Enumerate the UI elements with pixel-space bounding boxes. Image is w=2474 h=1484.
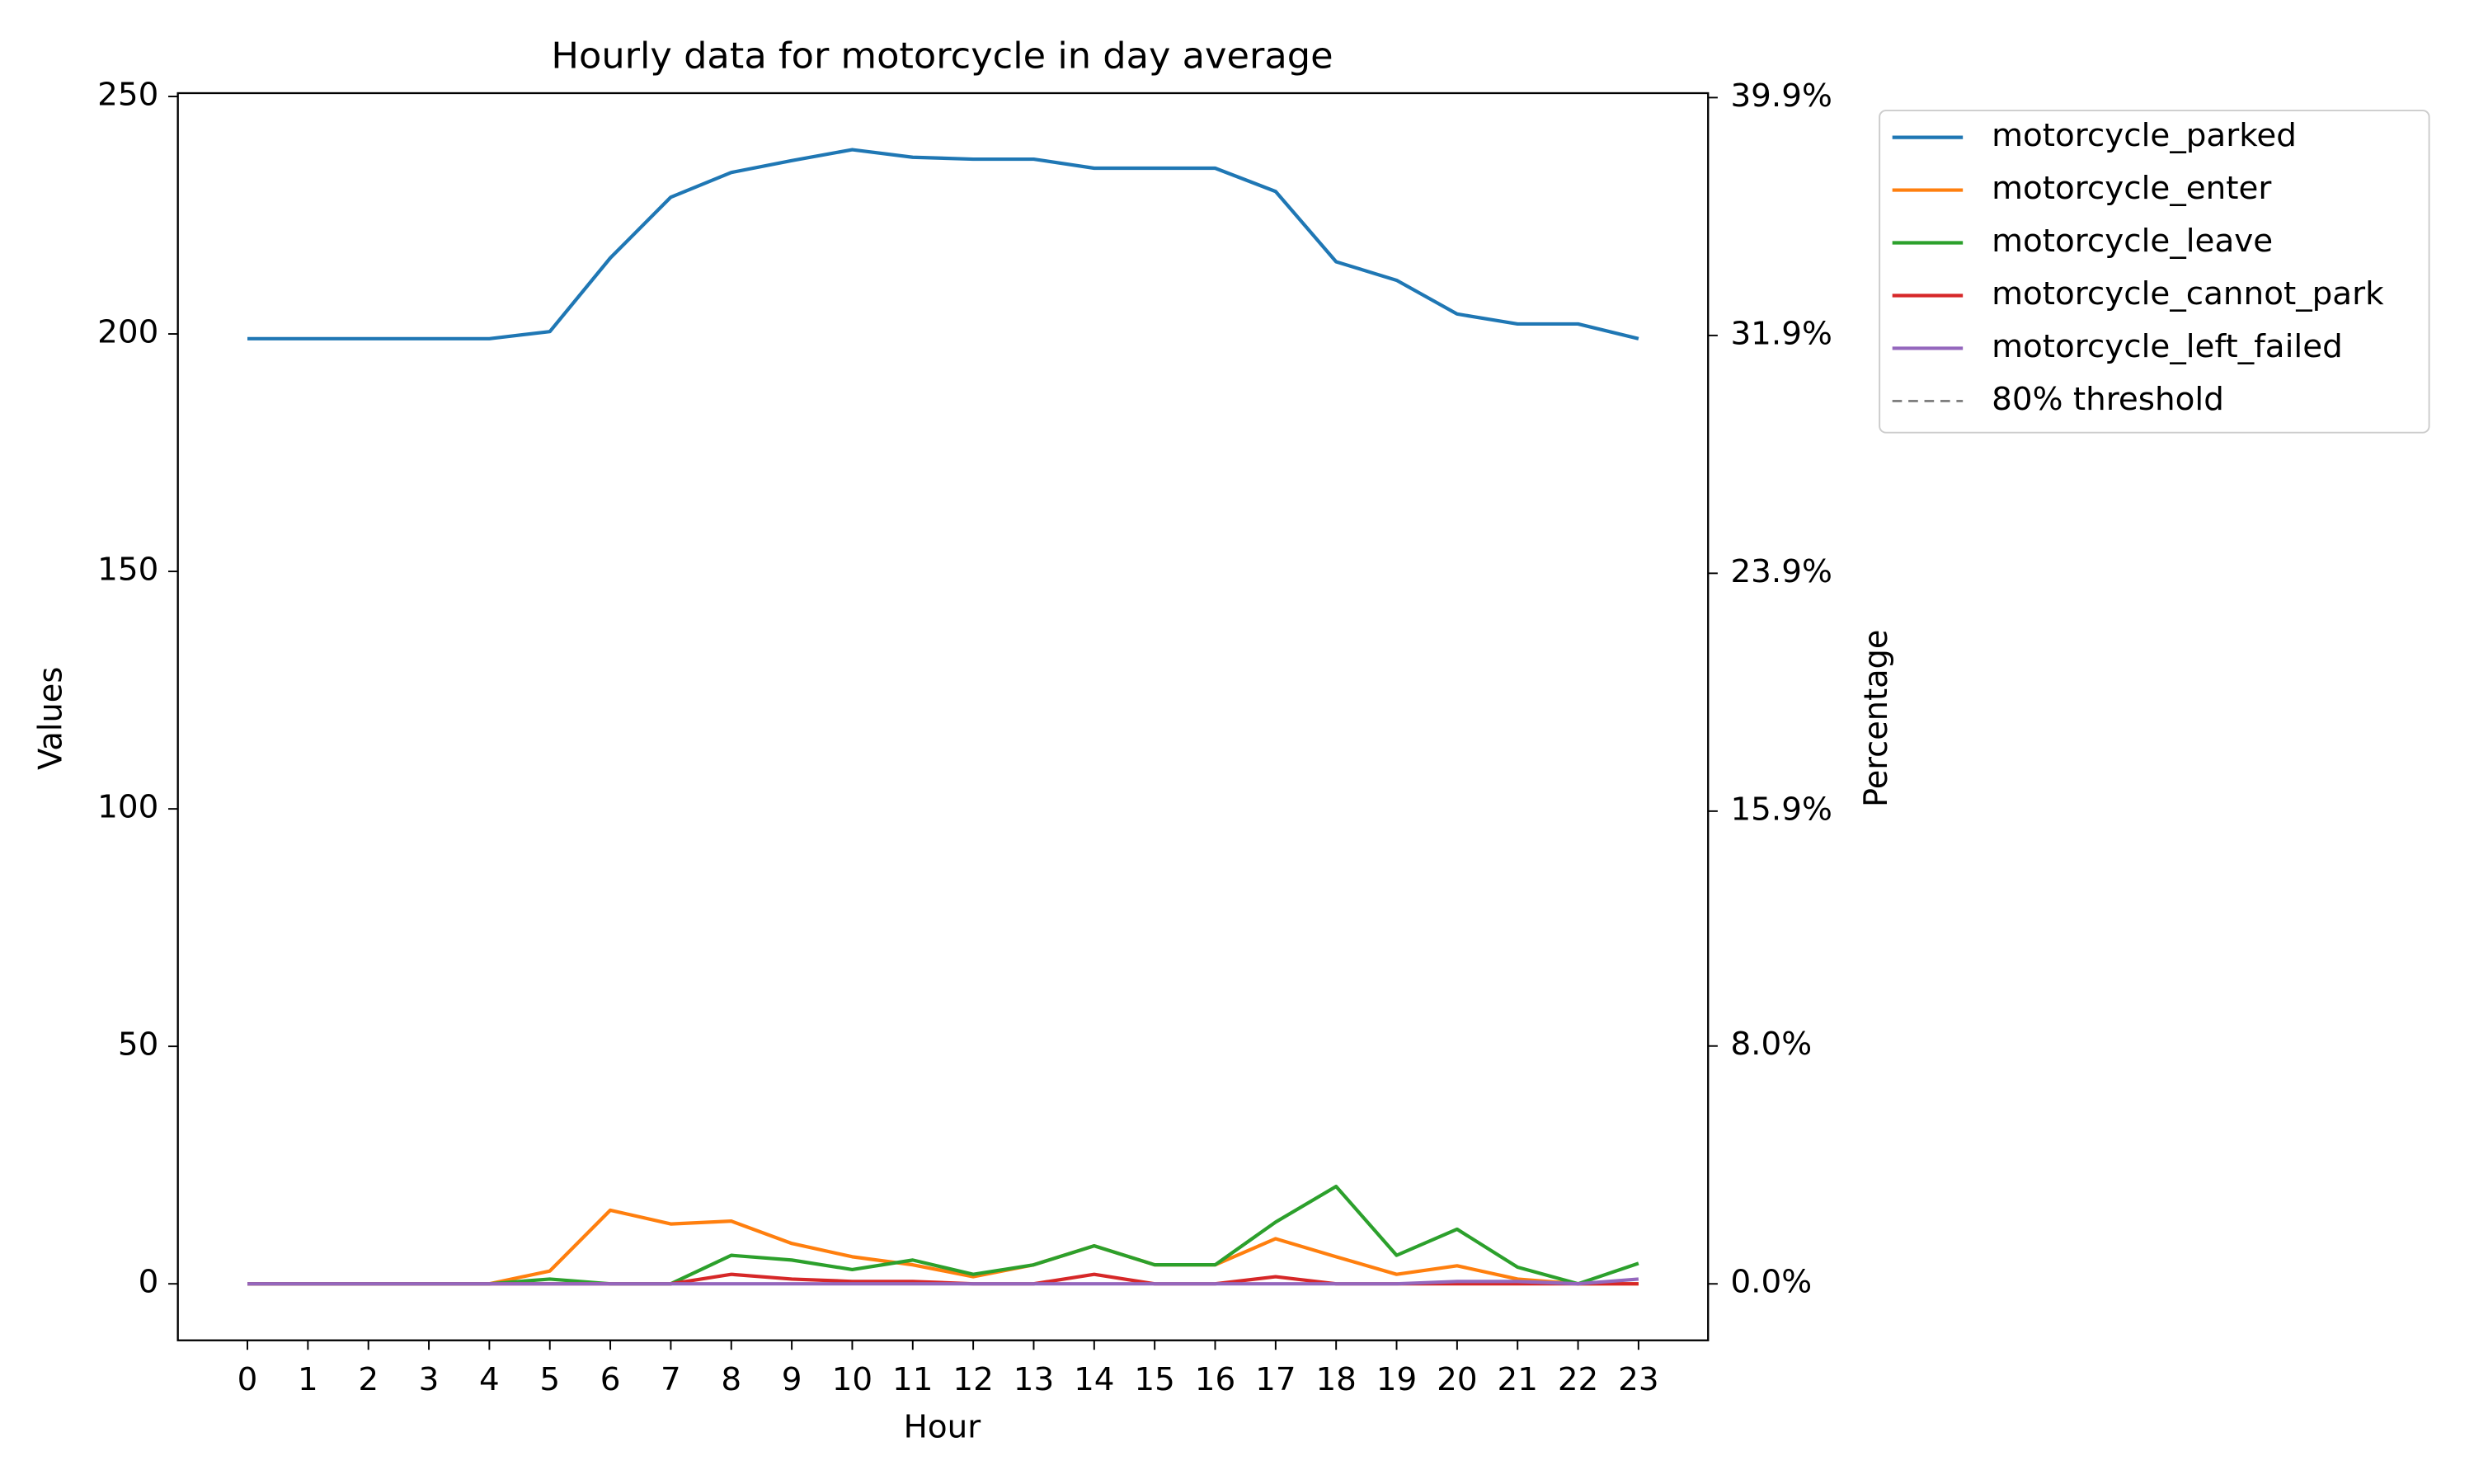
x-tick-label: 22 [1558, 1361, 1598, 1398]
y2-tick-label: 39.9% [1730, 77, 1832, 115]
legend-label: motorcycle_cannot_park [1992, 275, 2384, 312]
y-tick-label: 100 [97, 789, 158, 826]
x-tick-label: 14 [1074, 1361, 1114, 1398]
x-tick-label: 23 [1618, 1361, 1658, 1398]
x-tick-label: 20 [1437, 1361, 1477, 1398]
x-tick-label: 18 [1315, 1361, 1356, 1398]
legend-box [1879, 110, 2430, 434]
x-tick-label: 11 [892, 1361, 933, 1398]
x-tick-label: 13 [1014, 1361, 1054, 1398]
series-line [247, 1277, 1639, 1286]
legend-label: motorcycle_leave [1992, 223, 2273, 260]
x-tick-label: 5 [539, 1361, 560, 1398]
x-tick-label: 17 [1255, 1361, 1296, 1398]
y2-tick-label: 31.9% [1730, 316, 1832, 353]
y2-tick-label: 15.9% [1730, 791, 1832, 829]
x-tick-label: 4 [479, 1361, 500, 1398]
legend-label: motorcycle_enter [1992, 170, 2271, 207]
legend-label: motorcycle_parked [1992, 117, 2297, 154]
y2-tick-label: 0.0% [1730, 1264, 1812, 1301]
y-tick-label: 200 [97, 314, 158, 351]
y-tick-label: 0 [139, 1264, 159, 1301]
y-tick-label: 50 [118, 1026, 158, 1064]
series-line [247, 148, 1639, 340]
legend-label: motorcycle_left_failed [1992, 328, 2343, 365]
x-tick-label: 7 [661, 1361, 681, 1398]
x-tick-label: 6 [600, 1361, 621, 1398]
y-tick-label: 250 [97, 77, 158, 114]
x-tick-label: 21 [1497, 1361, 1537, 1398]
x-tick-label: 3 [419, 1361, 440, 1398]
x-tick-label: 16 [1195, 1361, 1235, 1398]
x-tick-label: 1 [298, 1361, 318, 1398]
chart-title: Hourly data for motorcycle in day averag… [551, 35, 1333, 77]
y-tick-label: 150 [97, 552, 158, 589]
x-tick-label: 2 [358, 1361, 379, 1398]
y-axis-label: Values [32, 667, 69, 770]
y2-axis-label: Percentage [1858, 630, 1895, 807]
legend-label: 80% threshold [1992, 381, 2224, 418]
x-tick-label: 12 [952, 1361, 993, 1398]
x-tick-label: 8 [721, 1361, 741, 1398]
x-tick-label: 15 [1134, 1361, 1174, 1398]
plot-frame [176, 92, 1710, 1341]
x-axis-label: Hour [904, 1409, 981, 1446]
x-tick-label: 10 [832, 1361, 872, 1398]
x-tick-label: 0 [238, 1361, 258, 1398]
x-tick-label: 9 [782, 1361, 802, 1398]
y2-tick-label: 8.0% [1730, 1026, 1812, 1063]
x-tick-label: 19 [1376, 1361, 1417, 1398]
y2-tick-label: 23.9% [1730, 553, 1832, 590]
